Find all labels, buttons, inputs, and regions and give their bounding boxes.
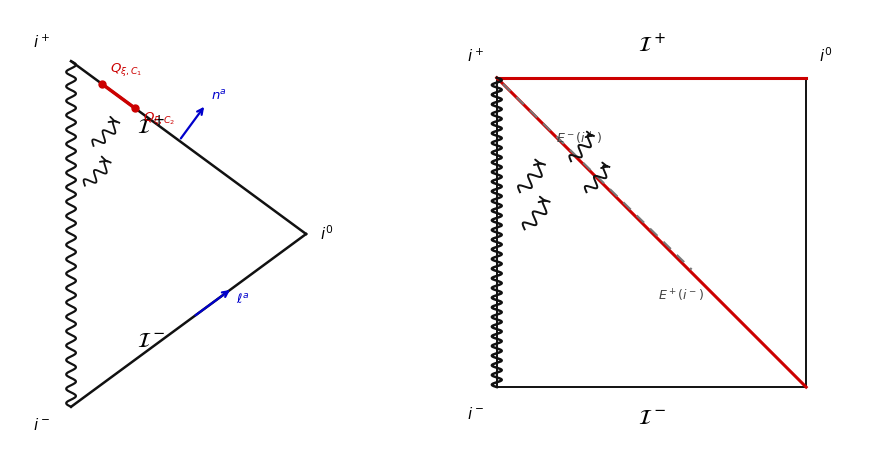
Text: $\mathcal{I}^+$: $\mathcal{I}^+$ xyxy=(637,33,664,56)
Text: $i^+$: $i^+$ xyxy=(33,34,50,51)
Text: $i^-$: $i^-$ xyxy=(467,406,484,422)
Text: $\mathcal{I}^-$: $\mathcal{I}^-$ xyxy=(637,409,664,428)
Text: $Q_{\xi,C_2}$: $Q_{\xi,C_2}$ xyxy=(143,110,175,126)
Text: $E^+(i^-)$: $E^+(i^-)$ xyxy=(657,288,703,304)
Text: $n^a$: $n^a$ xyxy=(211,89,227,103)
Text: $i^0$: $i^0$ xyxy=(818,47,831,66)
Text: $i^0$: $i^0$ xyxy=(319,225,333,243)
Text: $Q_{\xi,C_1}$: $Q_{\xi,C_1}$ xyxy=(110,61,142,79)
Text: $\mathcal{I}^+$: $\mathcal{I}^+$ xyxy=(137,115,164,139)
Text: $i^-$: $i^-$ xyxy=(33,417,50,433)
Text: $E^-(i^+)$: $E^-(i^+)$ xyxy=(555,130,601,146)
Text: $\mathcal{I}^-$: $\mathcal{I}^-$ xyxy=(137,332,164,351)
Text: $i^+$: $i^+$ xyxy=(467,48,484,66)
Text: $\ell^a$: $\ell^a$ xyxy=(235,292,249,306)
